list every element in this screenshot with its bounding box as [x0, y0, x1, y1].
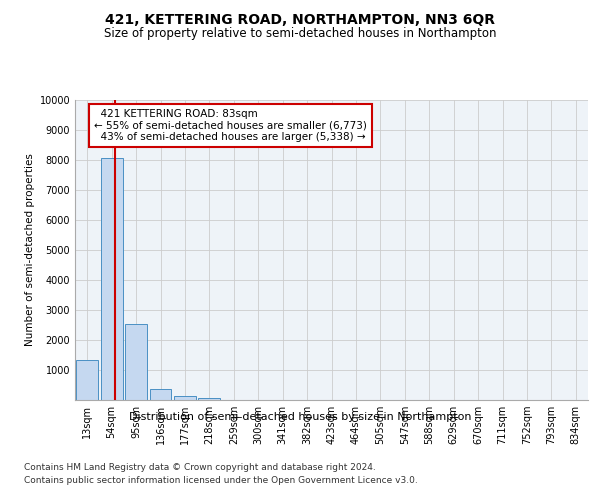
Bar — [199, 398, 220, 400]
Bar — [101, 158, 122, 400]
Text: 421 KETTERING ROAD: 83sqm
← 55% of semi-detached houses are smaller (6,773)
  43: 421 KETTERING ROAD: 83sqm ← 55% of semi-… — [94, 109, 367, 142]
Bar — [125, 324, 147, 400]
Bar — [174, 396, 196, 400]
Text: Distribution of semi-detached houses by size in Northampton: Distribution of semi-detached houses by … — [129, 412, 471, 422]
Y-axis label: Number of semi-detached properties: Number of semi-detached properties — [25, 154, 35, 346]
Text: Contains public sector information licensed under the Open Government Licence v3: Contains public sector information licen… — [24, 476, 418, 485]
Bar — [149, 388, 172, 400]
Text: 421, KETTERING ROAD, NORTHAMPTON, NN3 6QR: 421, KETTERING ROAD, NORTHAMPTON, NN3 6Q… — [105, 12, 495, 26]
Text: Size of property relative to semi-detached houses in Northampton: Size of property relative to semi-detach… — [104, 28, 496, 40]
Text: Contains HM Land Registry data © Crown copyright and database right 2024.: Contains HM Land Registry data © Crown c… — [24, 462, 376, 471]
Bar — [76, 360, 98, 400]
